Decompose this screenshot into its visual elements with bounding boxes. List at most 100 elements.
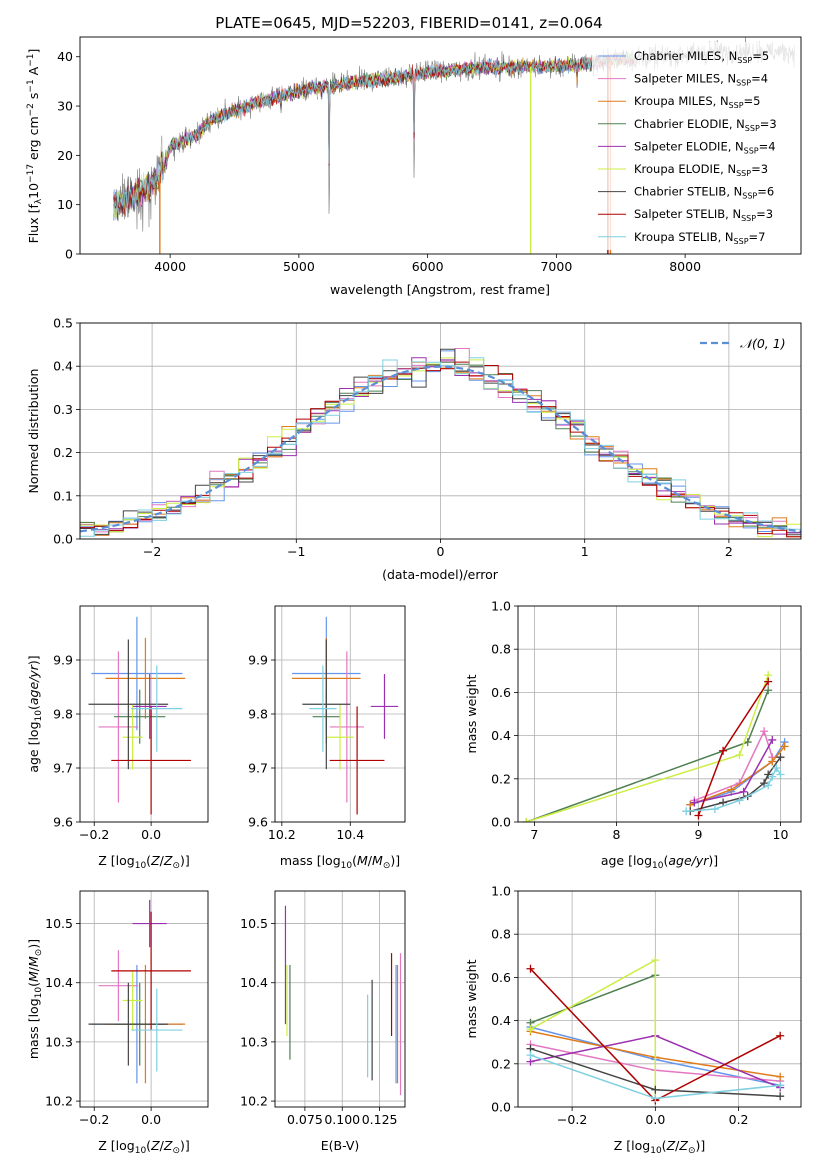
y-tick-label: 0.0 [53, 532, 73, 547]
data-point-marker [526, 1025, 535, 1034]
x-tick-label: −1 [287, 544, 305, 559]
x-tick-label: 0.075 [287, 1112, 323, 1127]
normal-reference-curve [80, 365, 801, 533]
plot-area [88, 616, 191, 815]
plot-area [80, 348, 801, 539]
x-tick-label: 10.2 [268, 827, 296, 842]
legend-n: =4 [751, 72, 768, 86]
y-tick-label: 9.9 [53, 653, 73, 668]
y-tick-label: 20 [57, 148, 73, 163]
legend: Chabrier MILES, NSSP=5 Salpeter MILES, N S… [592, 42, 796, 250]
x-tick-label: 2 [725, 544, 733, 559]
x-tick-label: 0.2 [729, 1112, 749, 1127]
axes-frame [274, 890, 406, 1108]
legend-label: Chabrier STELIB, N [634, 185, 742, 199]
plot-mass_vs_ebv: 0.075 0.100 0.125 10.2 10.3 10.4 10.5 [240, 890, 406, 1127]
plot-mass_weight_vs_Z: −0.2 0.0 0.2 0.0 0.2 0.4 0.6 0.8 1.0 [491, 884, 802, 1127]
y-tick-label: 10.3 [45, 1034, 73, 1049]
x-tick-label: 4000 [154, 259, 186, 274]
legend-n: =7 [749, 230, 766, 244]
series-line-salpeter-miles [694, 729, 774, 802]
data-point-marker [776, 1031, 785, 1040]
legend-entry: Salpeter STELIB, NSSP=3 [634, 207, 773, 223]
legend-entry: Chabrier ELODIE, NSSP=3 [634, 117, 777, 133]
data-point-marker [727, 785, 736, 794]
legend-entry: Kroupa ELODIE, NSSP=3 [634, 162, 768, 178]
y-tick-label: 0.4 [491, 728, 511, 743]
data-point-marker [739, 787, 748, 796]
x-tick-label: 0.0 [141, 827, 161, 842]
data-point-marker [768, 772, 777, 781]
y-tick-label: 9.7 [248, 761, 268, 776]
data-point-marker [526, 964, 535, 973]
legend-sub: SSP [745, 124, 760, 133]
series-line-kroupa-elodie [530, 958, 657, 1099]
y-tick-label: 0.0 [491, 815, 511, 830]
x-tick-label: 0.0 [645, 1112, 665, 1127]
y-tick-label: 10.4 [240, 975, 268, 990]
y-axis-label: age [log10(age/yr)] [26, 655, 44, 772]
legend-entry: Salpeter ELODIE, NSSP=4 [634, 139, 776, 155]
x-axis-label: mass [log10(M/M⊙)] [280, 853, 400, 871]
series-line-salpeter-elodie [694, 739, 773, 804]
y-tick-label: 10.4 [45, 975, 73, 990]
plot-area [292, 616, 399, 815]
y-tick-label: 10.2 [240, 1094, 268, 1109]
legend-n: =6 [757, 185, 774, 199]
y-tick-label: 0.2 [491, 771, 511, 786]
y-axis-label: mass weight [464, 959, 479, 1038]
x-axis-label: age [log10(age/yr)] [601, 853, 718, 871]
x-tick-label: 0 [437, 544, 445, 559]
legend-label: Salpeter MILES, N [634, 72, 736, 86]
x-tick-label: 10 [773, 827, 789, 842]
data-point-marker [764, 781, 773, 790]
x-axis-label: Z [log10(Z/Z⊙)] [98, 853, 190, 871]
data-point-marker [522, 818, 531, 822]
data-point-marker [690, 798, 699, 807]
data-point-marker [719, 798, 728, 807]
legend-label: Kroupa STELIB, N [634, 230, 734, 244]
y-tick-label: 1.0 [491, 884, 511, 899]
legend-sub: SSP [744, 146, 759, 155]
y-axis-label: mass [log10(M/M⊙)] [26, 939, 44, 1059]
data-point-marker [526, 1051, 535, 1060]
y-axis-label: mass weight [464, 674, 479, 753]
axes-frame [79, 36, 802, 255]
data-point-marker [776, 770, 785, 779]
legend-entry: 𝒩(0, 1) [740, 336, 786, 351]
data-point-marker [780, 742, 789, 751]
y-tick-label: 9.6 [248, 815, 268, 830]
plot-age_vs_Z: −0.2 0.0 9.6 9.7 9.8 9.9 [53, 605, 209, 842]
y-axis-label: Flux [fλ10−17 erg cm−2 s−1 A−1] [26, 49, 44, 244]
x-tick-label: 5000 [283, 259, 315, 274]
y-tick-label: 0.2 [53, 445, 73, 460]
legend-sub: SSP [736, 169, 751, 178]
data-point-marker [719, 746, 728, 755]
legend-n: =4 [759, 139, 776, 153]
y-tick-label: 10.3 [240, 1034, 268, 1049]
plot-area [284, 905, 402, 1096]
legend-entry: Chabrier MILES, NSSP=5 [634, 49, 769, 65]
data-point-marker [735, 751, 744, 760]
y-tick-label: 0.8 [491, 642, 511, 657]
y-tick-label: 0.2 [491, 1056, 511, 1071]
series-line-chabrier-elodie [525, 689, 769, 822]
x-tick-label: 7000 [540, 259, 572, 274]
legend-n: =3 [760, 117, 777, 131]
data-point-marker [682, 807, 691, 816]
plot-residual_histogram: −2 −1 0 1 2 0.0 0.1 0.2 0.3 0.4 0.5 [53, 316, 802, 559]
y-tick-label: 10.2 [45, 1094, 73, 1109]
plot-mass_vs_Z: −0.2 0.0 10.2 10.3 10.4 10.5 [45, 890, 209, 1127]
legend-n: =5 [752, 49, 769, 63]
axes-frame [79, 605, 209, 823]
x-tick-label: 0.0 [141, 1112, 161, 1127]
data-point-marker [776, 1072, 785, 1081]
legend-label: Salpeter STELIB, N [634, 207, 741, 221]
legend-n: =5 [744, 94, 761, 108]
y-tick-label: 0.5 [53, 316, 73, 331]
x-tick-label: 0.125 [362, 1112, 398, 1127]
plot-age_vs_mass: 10.2 10.4 9.6 9.7 9.8 9.9 [248, 605, 406, 842]
data-point-marker [651, 1085, 660, 1094]
data-point-marker [694, 811, 703, 820]
